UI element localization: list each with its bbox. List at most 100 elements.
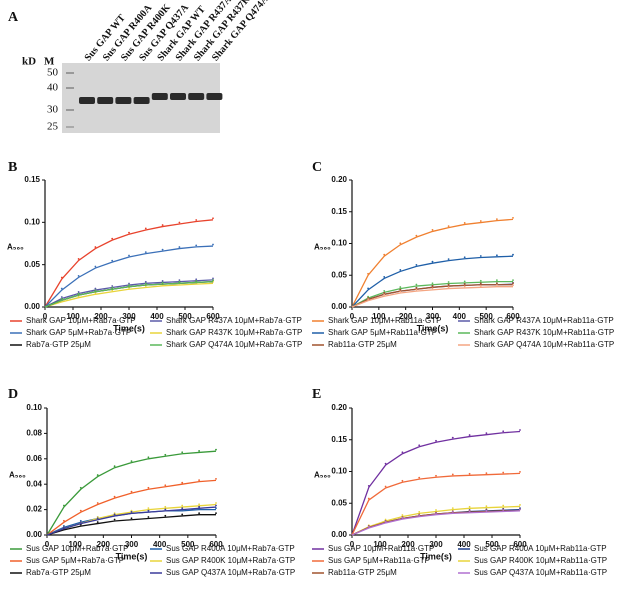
- point: [431, 229, 434, 231]
- point: [418, 511, 421, 513]
- curve: [351, 255, 514, 308]
- y-axis-label: A₅₆₀: [314, 471, 331, 480]
- ladder-band: [66, 87, 74, 89]
- point: [77, 258, 80, 260]
- point: [502, 509, 505, 511]
- point: [399, 286, 402, 288]
- point: [451, 507, 454, 509]
- point: [147, 516, 150, 518]
- point: [113, 512, 116, 515]
- point: [367, 497, 370, 500]
- point: [181, 481, 184, 484]
- point: [215, 502, 217, 504]
- panel-letter: B: [8, 160, 17, 175]
- curve: [351, 472, 521, 536]
- point: [63, 526, 65, 529]
- curve: [351, 510, 521, 536]
- x-tick-label: 600: [506, 312, 520, 321]
- point: [198, 450, 201, 452]
- point: [94, 287, 97, 290]
- x-tick-label: 100: [66, 312, 80, 321]
- point: [96, 474, 99, 476]
- point: [147, 509, 150, 512]
- curve: [46, 506, 217, 536]
- point: [144, 282, 147, 285]
- point: [161, 248, 164, 251]
- point: [161, 281, 164, 284]
- x-tick-label: 500: [181, 540, 195, 549]
- ladder-band: [66, 126, 74, 128]
- point: [60, 296, 63, 298]
- point: [113, 465, 116, 468]
- point: [96, 516, 99, 518]
- point: [128, 284, 130, 287]
- x-tick-label: 100: [68, 540, 82, 549]
- point: [111, 285, 114, 287]
- point: [77, 291, 80, 293]
- legend-label: Rab7a·GTP 25μM: [26, 340, 91, 349]
- point: [463, 280, 466, 283]
- point: [496, 284, 498, 287]
- gel-band: [79, 97, 95, 104]
- x-tick-label: 100: [373, 540, 387, 549]
- point: [178, 279, 181, 281]
- y-tick-label: 0.05: [331, 498, 347, 507]
- curve: [46, 450, 217, 536]
- curve: [44, 282, 214, 308]
- point: [367, 298, 369, 301]
- x-tick-label: 0: [45, 540, 50, 549]
- point: [485, 505, 488, 508]
- point: [399, 288, 402, 291]
- x-tick-label: 300: [426, 312, 440, 321]
- gel-unit: kD: [22, 56, 36, 68]
- point: [431, 282, 434, 285]
- point: [418, 514, 421, 516]
- point: [198, 479, 201, 482]
- curve: [44, 219, 214, 308]
- legend-label: Shark GAP Q474A 10μM+Rab11a·GTP: [474, 340, 614, 349]
- point: [212, 217, 214, 220]
- point: [113, 513, 116, 516]
- legend-label: Sus GAP R400K 10μM+Rab7a·GTP: [166, 556, 295, 565]
- legend-label: Rab7a·GTP 25μM: [26, 568, 91, 577]
- point: [383, 293, 386, 296]
- x-tick-label: 200: [399, 312, 413, 321]
- point: [496, 282, 498, 285]
- point: [94, 265, 97, 268]
- point: [215, 477, 217, 480]
- point: [111, 237, 114, 240]
- point: [164, 484, 167, 487]
- x-tick-label: 600: [206, 312, 220, 321]
- point: [128, 282, 130, 285]
- point: [130, 517, 133, 520]
- legend-label: Shark GAP Q474A 10μM+Rab7a·GTP: [166, 340, 302, 349]
- point: [198, 503, 201, 506]
- point: [463, 256, 466, 259]
- gel-marker: 40: [47, 82, 59, 94]
- x-tick-label: 300: [429, 540, 443, 549]
- curve: [351, 505, 521, 536]
- x-tick-label: 0: [350, 540, 355, 549]
- point: [435, 509, 437, 511]
- x-tick-label: 500: [485, 540, 499, 549]
- point: [447, 286, 450, 288]
- legend-label: Rab11a·GTP 25μM: [328, 568, 397, 577]
- point: [130, 509, 133, 512]
- point: [111, 286, 114, 289]
- x-tick-label: 0: [350, 312, 355, 321]
- gel-band: [188, 93, 205, 100]
- curve: [351, 280, 513, 308]
- point: [485, 432, 488, 435]
- point: [178, 221, 181, 224]
- point: [519, 504, 521, 506]
- point: [479, 255, 482, 257]
- point: [63, 519, 65, 522]
- point: [144, 251, 147, 254]
- gel-band: [133, 97, 150, 104]
- gel-band: [206, 93, 223, 100]
- point: [384, 485, 387, 488]
- ladder-band: [66, 72, 74, 74]
- gel-band: [151, 93, 168, 100]
- panel-letter: D: [8, 387, 18, 402]
- point: [399, 290, 402, 293]
